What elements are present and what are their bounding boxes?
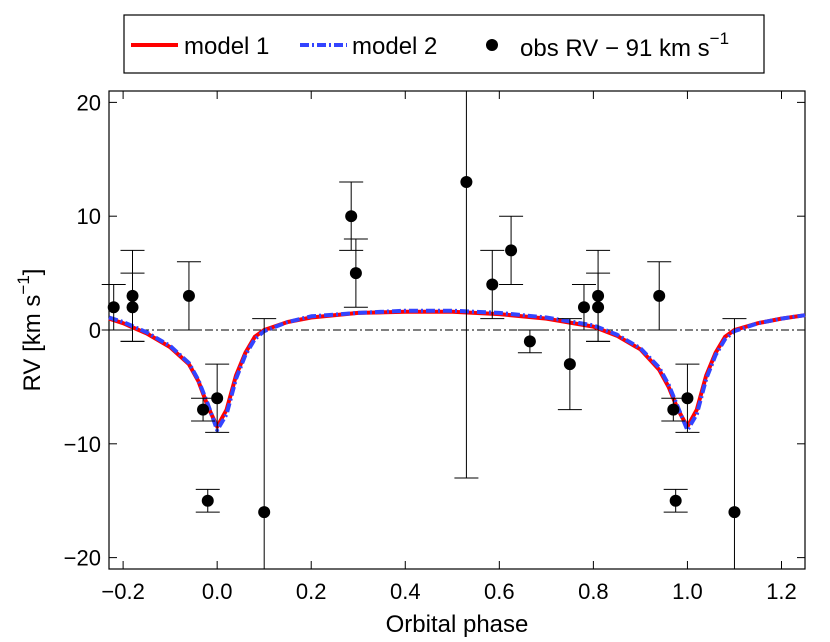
legend-obs-sup: −1 [710, 29, 729, 48]
data-points [107, 176, 741, 519]
obs-point [681, 392, 694, 405]
x-tick-label: 0.2 [296, 579, 327, 604]
obs-point [592, 289, 605, 302]
x-axis-title: Orbital phase [386, 611, 529, 638]
model-2-line [108, 308, 806, 433]
model-1-line [108, 309, 806, 429]
x-tick-label: 0.0 [202, 579, 233, 604]
x-tick-label: 0.4 [390, 579, 421, 604]
obs-point [349, 267, 362, 280]
y-axis-title: RV [km s−1] [14, 269, 46, 392]
x-tick-label: 0.6 [484, 579, 515, 604]
legend-box [123, 14, 765, 74]
legend-obs-label: obs RV − 91 km s−1 [520, 29, 729, 62]
obs-point [577, 301, 590, 314]
model-2-curve-group [108, 308, 806, 433]
y-tick-label: 10 [77, 204, 101, 229]
obs-point [563, 358, 576, 371]
obs-point [182, 289, 195, 302]
x-tick-label: 1.0 [672, 579, 703, 604]
obs-point [653, 289, 666, 302]
obs-point [345, 210, 358, 223]
y-axis-title-close: ] [19, 269, 46, 276]
obs-point [592, 301, 605, 314]
y-tick-label: −20 [64, 546, 101, 571]
legend-model2-label: model 2 [352, 33, 437, 60]
y-tick-label: 0 [89, 318, 101, 343]
obs-point [669, 494, 682, 507]
legend-model1-label: model 1 [184, 33, 269, 60]
x-tick-label: −0.2 [101, 579, 144, 604]
obs-point [126, 301, 139, 314]
axis-ticks: −0.2 0.0 0.2 0.4 0.6 0.8 1.0 1.2 −20 −10 0 10 20 [64, 90, 805, 604]
obs-point [197, 403, 210, 416]
obs-point [460, 176, 473, 189]
obs-point [107, 301, 120, 314]
legend-obs-text: obs RV − 91 km s [520, 35, 710, 62]
x-tick-label: 0.8 [578, 579, 609, 604]
obs-point [211, 392, 224, 405]
obs-point [728, 506, 741, 519]
y-tick-label: 20 [77, 90, 101, 115]
obs-point [523, 335, 536, 348]
obs-point [505, 244, 518, 257]
y-axis-title-sup: −1 [14, 275, 33, 294]
model-1-curve-group [108, 309, 806, 429]
y-axis-title-text: RV [km s [19, 295, 46, 392]
legend-obs-marker [486, 39, 498, 51]
obs-point [486, 278, 499, 291]
x-tick-label: 1.2 [766, 579, 797, 604]
obs-point [126, 289, 139, 302]
obs-point [201, 494, 214, 507]
obs-point [258, 506, 271, 519]
legend: model 1 model 2 obs RV − 91 km s−1 [123, 14, 765, 74]
obs-point [667, 403, 680, 416]
y-tick-label: −10 [64, 432, 101, 457]
